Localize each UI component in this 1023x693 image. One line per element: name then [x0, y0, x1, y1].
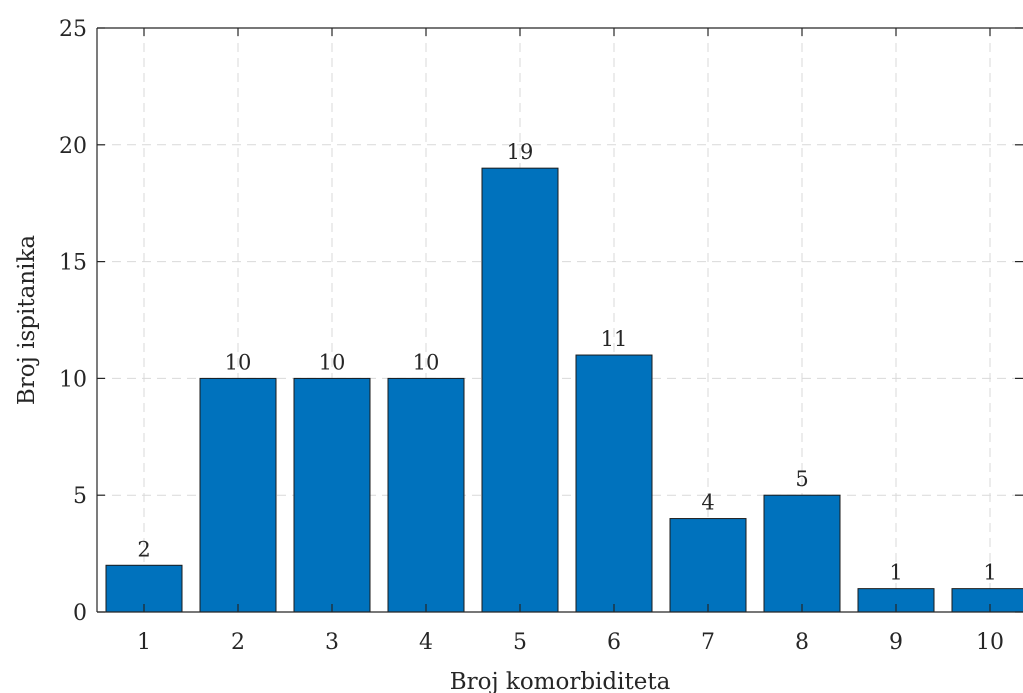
x-tick-label: 10 — [976, 630, 1004, 655]
y-tick-label: 15 — [59, 251, 87, 276]
axes — [96, 27, 1023, 613]
data-label-2: 10 — [225, 350, 252, 374]
data-label-4: 10 — [413, 350, 440, 374]
bar-2 — [199, 377, 277, 613]
bar-3 — [293, 377, 371, 613]
x-tick-label: 4 — [419, 630, 433, 655]
data-label-1: 2 — [137, 537, 150, 561]
data-label-10: 1 — [983, 561, 996, 585]
x-tick-label: 7 — [701, 630, 715, 655]
y-axis-title: Broj ispitanika — [14, 235, 40, 405]
y-tick-label: 0 — [73, 601, 87, 626]
y-tick-label: 25 — [59, 17, 87, 42]
x-tick-label: 9 — [889, 630, 903, 655]
x-tick-label: 5 — [513, 630, 527, 655]
x-axis-title: Broj komorbiditeta — [450, 669, 671, 693]
data-label-6: 11 — [601, 327, 628, 351]
x-tick-label: 8 — [795, 630, 809, 655]
data-label-3: 10 — [319, 350, 346, 374]
x-tick-label: 2 — [231, 630, 245, 655]
bar-6 — [575, 354, 653, 613]
x-tick-labels: 1 2 3 4 5 6 7 8 9 10 — [137, 630, 1004, 655]
data-label-5: 19 — [507, 140, 534, 164]
y-tick-labels: 0 5 10 15 20 25 — [59, 17, 87, 626]
x-tick-label: 6 — [607, 630, 621, 655]
y-tick-label: 5 — [73, 484, 87, 509]
data-label-7: 4 — [701, 491, 714, 515]
x-tick-label: 1 — [137, 630, 151, 655]
bar-7 — [669, 518, 747, 613]
bars — [105, 167, 1023, 613]
y-tick-label: 10 — [59, 367, 87, 392]
bar-10 — [951, 588, 1023, 613]
bar-5 — [481, 167, 559, 613]
bar-8 — [763, 494, 841, 613]
data-label-8: 5 — [795, 467, 808, 491]
y-tick-label: 20 — [59, 134, 87, 159]
bar-4 — [387, 377, 465, 613]
data-label-9: 1 — [889, 561, 902, 585]
x-tick-label: 3 — [325, 630, 339, 655]
